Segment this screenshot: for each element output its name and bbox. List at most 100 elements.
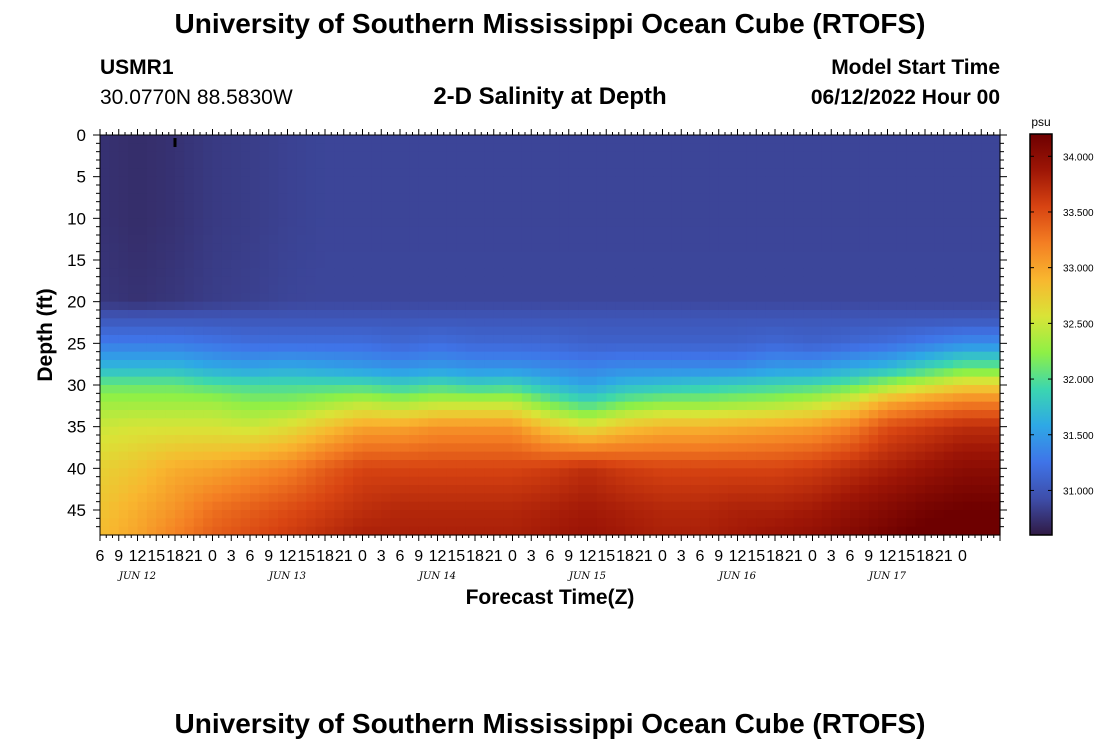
heatmap-cell (775, 151, 785, 161)
heatmap-cell (840, 343, 851, 353)
heatmap-cell (109, 401, 120, 411)
heatmap-cell (859, 326, 870, 336)
heatmap-cell (681, 276, 692, 286)
heatmap-cell (465, 468, 476, 478)
heatmap-cell (100, 376, 110, 386)
heatmap-cell (878, 501, 889, 511)
heatmap-cell (615, 385, 626, 394)
heatmap-cell (118, 218, 129, 228)
heatmap-cell (540, 468, 551, 478)
heatmap-cell (746, 476, 757, 486)
heatmap-cell (503, 501, 514, 511)
heatmap-cell (165, 201, 176, 211)
heatmap-cell (971, 401, 982, 411)
heatmap-cell (925, 376, 935, 386)
heatmap-cell (221, 443, 232, 453)
heatmap-cell (531, 185, 542, 194)
heatmap-cell (850, 168, 860, 178)
heatmap-cell (746, 193, 757, 203)
heatmap-cell (718, 360, 729, 369)
heatmap-cell (184, 360, 195, 369)
heatmap-cell (428, 360, 439, 369)
heatmap-cell (934, 251, 945, 261)
heatmap-cell (165, 368, 176, 378)
heatmap-cell (268, 201, 279, 211)
heatmap-cell (643, 226, 654, 236)
heatmap-cell (971, 293, 982, 303)
heatmap-cell (596, 451, 607, 461)
heatmap-cell (559, 268, 570, 278)
heatmap-cell (156, 501, 167, 511)
heatmap-cell (521, 260, 532, 269)
heatmap-cell (662, 135, 673, 144)
heatmap-cell (390, 318, 401, 328)
heatmap-cell (484, 251, 495, 261)
heatmap-cell (915, 168, 926, 178)
heatmap-cell (925, 460, 935, 469)
heatmap-cell (896, 476, 907, 486)
heatmap-cell (437, 168, 448, 178)
heatmap-cell (428, 160, 439, 169)
heatmap-cell (878, 268, 889, 278)
heatmap-cell (990, 226, 1001, 236)
heatmap-cell (962, 510, 973, 519)
heatmap-cell (212, 335, 223, 344)
heatmap-cell (540, 243, 551, 253)
heatmap-cell (625, 443, 635, 453)
heatmap-cell (671, 410, 682, 419)
heatmap-cell (559, 301, 570, 311)
heatmap-cell (315, 143, 326, 153)
heatmap-cell (353, 260, 364, 269)
heatmap-cell (343, 518, 354, 528)
heatmap-cell (784, 301, 795, 311)
heatmap-cell (653, 335, 664, 344)
heatmap-cell (353, 135, 364, 144)
heatmap-cell (831, 451, 842, 461)
heatmap-cell (934, 143, 945, 153)
heatmap-cell (165, 226, 176, 236)
heatmap-cell (634, 418, 645, 428)
heatmap-cell (662, 168, 673, 178)
heatmap-cell (906, 143, 917, 153)
heatmap-cell (671, 326, 682, 336)
heatmap-cell (840, 393, 851, 403)
heatmap-cell (840, 460, 851, 469)
heatmap-cell (437, 460, 448, 469)
heatmap-cell (315, 251, 326, 261)
heatmap-cell (325, 368, 335, 378)
heatmap-cell (775, 410, 785, 419)
heatmap-cell (428, 260, 439, 269)
heatmap-cell (700, 410, 710, 419)
heatmap-cell (568, 426, 579, 436)
heatmap-cell (540, 201, 551, 211)
heatmap-cell (456, 251, 467, 261)
heatmap-cell (550, 326, 560, 336)
heatmap-cell (165, 493, 176, 503)
heatmap-cell (390, 151, 401, 161)
heatmap-cell (784, 151, 795, 161)
heatmap-cell (128, 218, 139, 228)
heatmap-cell (765, 193, 776, 203)
heatmap-cell (859, 210, 870, 219)
heatmap-cell (259, 476, 270, 486)
heatmap-cell (615, 435, 626, 444)
heatmap-cell (681, 485, 692, 494)
heatmap-cell (259, 426, 270, 436)
heatmap-cell (334, 201, 345, 211)
heatmap-cell (306, 260, 317, 269)
heatmap-cell (756, 201, 767, 211)
heatmap-cell (568, 410, 579, 419)
heatmap-cell (859, 510, 870, 519)
heatmap-cell (315, 510, 326, 519)
heatmap-cell (896, 351, 907, 361)
heatmap-cell (128, 518, 139, 528)
heatmap-cell (953, 301, 964, 311)
heatmap-cell (568, 418, 579, 428)
heatmap-cell (587, 526, 598, 536)
heatmap-cell (662, 368, 673, 378)
heatmap-cell (718, 260, 729, 269)
heatmap-cell (278, 493, 289, 503)
heatmap-cell (746, 360, 757, 369)
heatmap-cell (990, 343, 1001, 353)
heatmap-cell (446, 426, 457, 436)
